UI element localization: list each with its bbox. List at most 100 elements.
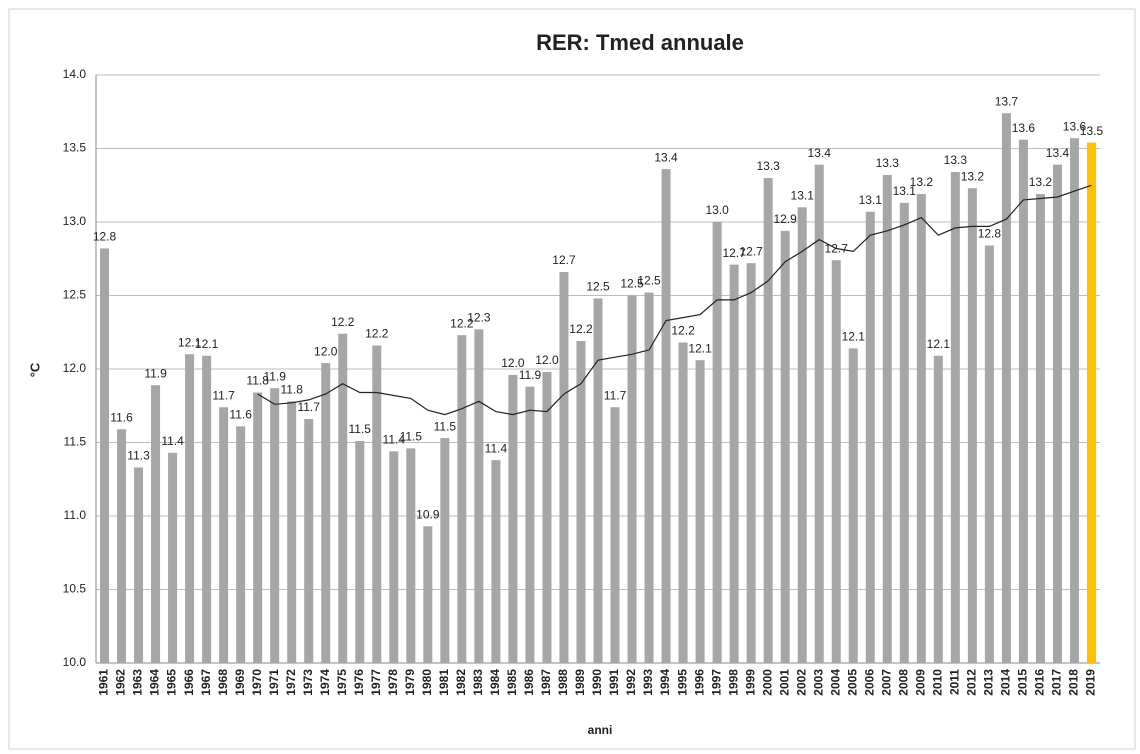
bar xyxy=(185,354,195,663)
bar xyxy=(151,385,161,663)
data-label: 11.7 xyxy=(212,388,235,402)
data-label: 11.6 xyxy=(110,410,133,424)
data-label: 11.9 xyxy=(144,366,167,380)
data-label: 12.9 xyxy=(774,212,798,226)
data-label: 11.9 xyxy=(263,369,286,383)
x-tick-label: 1980 xyxy=(420,669,434,696)
x-axis-label: anni xyxy=(588,723,613,737)
bar xyxy=(831,260,841,663)
x-tick-label: 1964 xyxy=(148,669,162,696)
bar xyxy=(576,341,586,663)
bar xyxy=(661,169,671,663)
data-label: 13.6 xyxy=(1063,119,1087,133)
bar xyxy=(559,271,569,663)
y-axis-label: °C xyxy=(27,362,42,377)
data-label: 13.5 xyxy=(1080,124,1104,138)
data-label: 13.4 xyxy=(808,146,832,160)
data-label: 11.4 xyxy=(383,432,406,446)
x-tick-label: 1993 xyxy=(641,669,655,696)
x-tick-label: 1977 xyxy=(369,669,383,696)
data-label: 12.5 xyxy=(637,274,661,288)
data-label: 11.9 xyxy=(519,368,542,382)
x-tick-label: 2011 xyxy=(948,669,962,695)
x-tick-label: 1983 xyxy=(471,669,485,696)
data-label: 11.7 xyxy=(604,388,627,402)
x-tick-label: 2001 xyxy=(777,669,791,696)
x-tick-label: 1992 xyxy=(624,669,638,696)
x-tick-label: 2006 xyxy=(862,669,876,696)
x-tick-label: 2013 xyxy=(982,669,996,696)
bar xyxy=(440,438,450,663)
x-tick-label: 1990 xyxy=(590,669,604,696)
bar xyxy=(304,418,314,663)
x-tick-label: 1979 xyxy=(403,669,417,696)
y-tick-label: 12.0 xyxy=(63,361,87,375)
data-label: 11.8 xyxy=(246,374,269,388)
bar xyxy=(321,363,331,663)
bar xyxy=(746,263,756,663)
x-tick-label: 1987 xyxy=(539,669,553,696)
bar xyxy=(848,348,858,663)
data-label: 12.7 xyxy=(552,253,576,267)
bar xyxy=(797,207,807,664)
x-tick-label: 2005 xyxy=(845,669,859,696)
bar xyxy=(780,230,790,663)
data-label: 13.3 xyxy=(876,156,900,170)
data-label: 13.1 xyxy=(859,193,883,207)
bar xyxy=(1052,164,1062,664)
bar xyxy=(712,222,722,663)
bar xyxy=(984,245,994,663)
data-label: 12.5 xyxy=(620,277,644,291)
x-tick-label: 1995 xyxy=(675,669,689,696)
data-label: 13.3 xyxy=(944,153,968,167)
data-label: 12.7 xyxy=(722,246,746,260)
data-label: 12.7 xyxy=(739,244,763,258)
x-tick-label: 1972 xyxy=(284,669,298,696)
y-tick-label: 14.0 xyxy=(63,67,87,81)
data-label: 12.2 xyxy=(450,316,474,330)
data-label: 11.5 xyxy=(349,422,372,436)
data-label: 11.7 xyxy=(297,400,320,414)
x-tick-label: 1968 xyxy=(216,669,230,696)
bar xyxy=(1069,138,1079,663)
data-label: 12.1 xyxy=(927,337,951,351)
y-tick-label: 11.5 xyxy=(64,435,87,449)
bar xyxy=(1035,194,1045,663)
y-tick-label: 12.5 xyxy=(63,288,87,302)
data-label: 13.1 xyxy=(893,184,917,198)
data-label: 12.3 xyxy=(467,310,491,324)
data-label: 13.0 xyxy=(705,203,729,217)
bar xyxy=(729,264,739,663)
bar xyxy=(270,388,280,663)
data-label: 13.2 xyxy=(961,169,985,183)
x-tick-label: 1997 xyxy=(709,669,723,696)
x-tick-label: 2000 xyxy=(760,669,774,696)
bar xyxy=(287,401,297,663)
data-label: 11.5 xyxy=(434,419,457,433)
bar xyxy=(814,164,824,664)
bar xyxy=(389,451,399,663)
bar xyxy=(117,429,127,663)
data-label: 11.5 xyxy=(400,430,423,444)
y-tick-label: 13.0 xyxy=(63,214,87,228)
bar xyxy=(899,202,909,663)
x-tick-label: 1988 xyxy=(556,669,570,696)
bar xyxy=(695,360,705,663)
x-tick-label: 1996 xyxy=(692,669,706,696)
bar xyxy=(168,452,178,663)
data-label: 12.2 xyxy=(671,324,695,338)
x-tick-label: 1971 xyxy=(267,669,281,696)
data-label: 13.2 xyxy=(910,175,934,189)
x-tick-label: 1967 xyxy=(199,669,213,696)
chart-frame xyxy=(8,8,1136,750)
bar xyxy=(253,392,263,663)
data-label: 12.2 xyxy=(331,315,355,329)
bar xyxy=(763,177,773,663)
data-label: 12.8 xyxy=(93,230,117,244)
x-tick-label: 2004 xyxy=(828,669,842,696)
bar xyxy=(355,441,365,663)
data-label: 12.2 xyxy=(365,327,389,341)
data-label: 11.8 xyxy=(280,383,303,397)
x-tick-label: 1978 xyxy=(386,669,400,696)
